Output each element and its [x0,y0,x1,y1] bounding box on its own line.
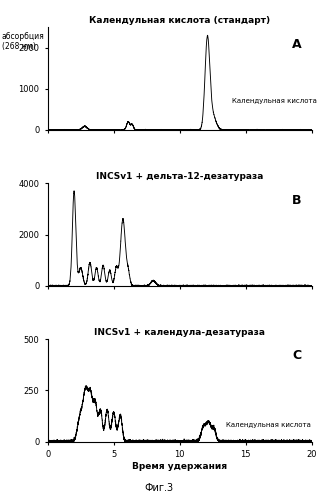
Text: B: B [292,194,301,207]
Title: INCSv1 + календула-дезатураза: INCSv1 + календула-дезатураза [94,328,265,337]
Text: абсорбция: абсорбция [2,32,44,41]
Text: (268 нм): (268 нм) [2,42,35,51]
Text: Календульная кислота: Календульная кислота [232,98,317,104]
X-axis label: Время удержания: Время удержания [132,462,227,471]
Text: Календульная кислота: Календульная кислота [226,422,311,428]
Text: Фиг.3: Фиг.3 [144,483,174,493]
Title: INCSv1 + дельта-12-дезатураза: INCSv1 + дельта-12-дезатураза [96,172,263,181]
Title: Календульная кислота (стандарт): Календульная кислота (стандарт) [89,16,270,25]
Text: A: A [292,38,301,51]
Text: C: C [292,349,301,362]
